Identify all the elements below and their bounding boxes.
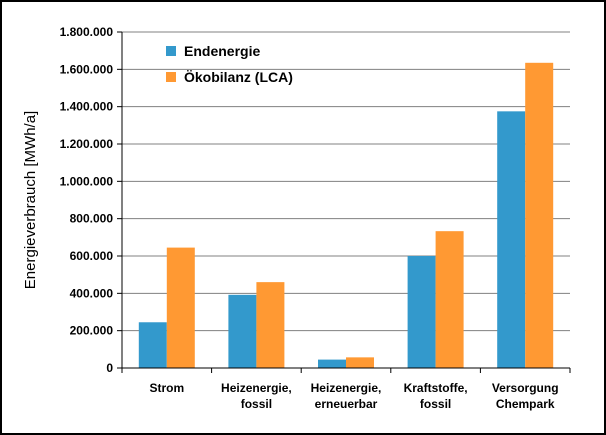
legend-label: Endenergie bbox=[184, 43, 260, 59]
x-category-label: fossil bbox=[420, 397, 451, 411]
bar-endenergie bbox=[318, 359, 346, 368]
bar-oekobilanz bbox=[166, 247, 195, 368]
x-category-label: Heizenergie, bbox=[311, 381, 382, 395]
x-category-label: fossil bbox=[241, 397, 272, 411]
legend-swatch bbox=[166, 46, 176, 56]
bar-oekobilanz bbox=[256, 282, 285, 368]
y-tick-label: 1.200.000 bbox=[60, 137, 114, 151]
bar-oekobilanz bbox=[435, 231, 464, 368]
bar-endenergie bbox=[138, 322, 167, 368]
bar-endenergie bbox=[228, 294, 257, 368]
x-category-label: Strom bbox=[149, 381, 184, 395]
y-tick-label: 0 bbox=[106, 361, 113, 375]
x-category-label: Heizenergie, bbox=[221, 381, 292, 395]
x-category-label: erneuerbar bbox=[315, 397, 378, 411]
bar-endenergie bbox=[407, 256, 436, 368]
y-tick-label: 400.000 bbox=[70, 286, 114, 300]
y-tick-label: 1.800.000 bbox=[60, 25, 114, 39]
y-tick-label: 600.000 bbox=[70, 249, 114, 263]
x-category-label: Kraftstoffe, bbox=[404, 381, 468, 395]
axes bbox=[121, 32, 571, 373]
x-category-label: Chempark bbox=[496, 397, 555, 411]
legend-swatch bbox=[166, 72, 176, 82]
bar-endenergie bbox=[497, 111, 526, 368]
y-tick-label: 800.000 bbox=[70, 212, 114, 226]
legend-label: Ökobilanz (LCA) bbox=[184, 69, 293, 85]
gridlines bbox=[122, 31, 570, 332]
y-tick-labels: 0 200.000 400.000 600.000 800.000 1.000.000 1.… bbox=[60, 25, 122, 375]
y-tick-label: 1.000.000 bbox=[60, 174, 114, 188]
y-axis-label: Energieverbrauch [MWh/a] bbox=[22, 111, 39, 289]
x-category-labels: Strom Heizenergie, fossil Heizenergie, erneu… bbox=[149, 381, 558, 411]
bar-oekobilanz bbox=[525, 62, 554, 369]
bars bbox=[138, 62, 554, 369]
y-tick-label: 1.400.000 bbox=[60, 100, 114, 114]
y-tick-label: 200.000 bbox=[70, 324, 114, 338]
legend: Endenergie Ökobilanz (LCA) bbox=[166, 43, 293, 85]
bar-oekobilanz bbox=[346, 357, 374, 368]
y-tick-label: 1.600.000 bbox=[60, 62, 114, 76]
plot-area bbox=[122, 32, 570, 368]
x-category-label: Versorgung bbox=[492, 381, 559, 395]
